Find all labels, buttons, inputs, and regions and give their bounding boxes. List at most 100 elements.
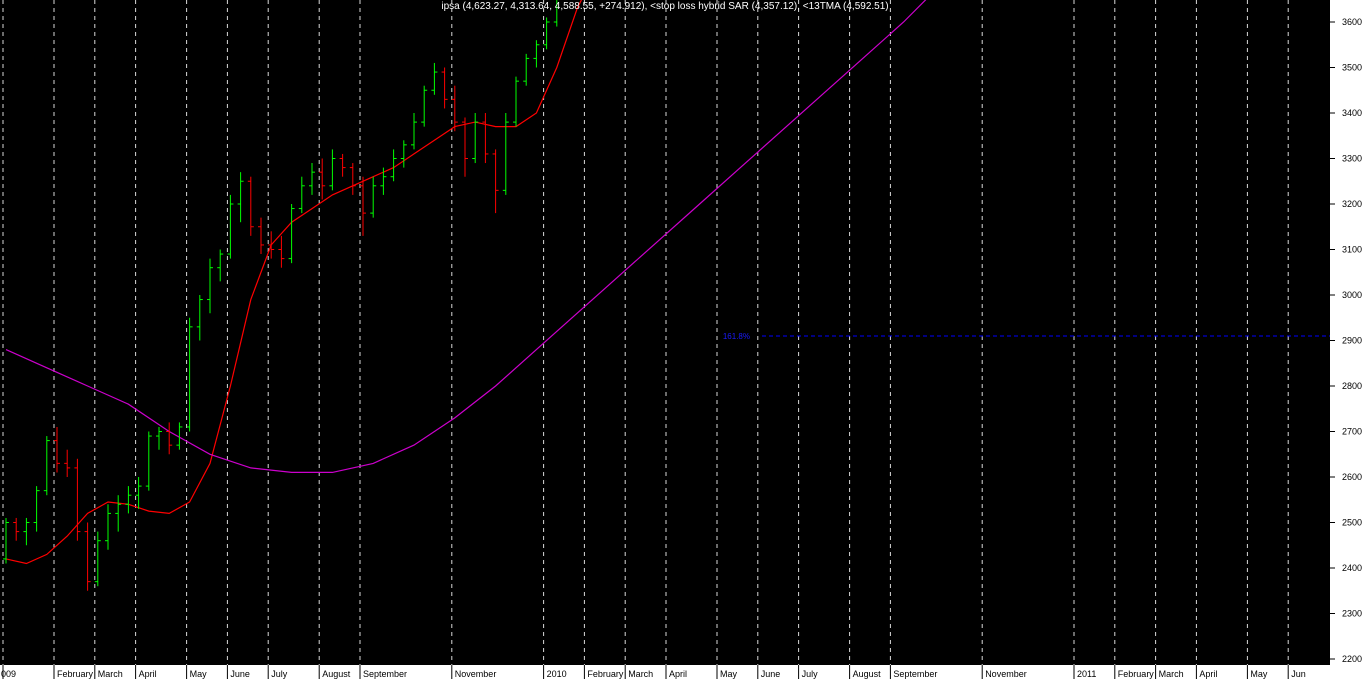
ohlc-bar (390, 149, 397, 182)
x-tick-label: May (1250, 669, 1268, 679)
x-tick-label: July (802, 669, 819, 679)
ohlc-bar (156, 426, 162, 450)
ohlc-bar (135, 477, 142, 509)
x-tick-label: Jun (1291, 669, 1306, 679)
x-tick-label: April (139, 669, 157, 679)
ohlc-bar (431, 62, 438, 95)
ohlc-bar (451, 85, 458, 132)
ohlc-bar (492, 149, 499, 214)
ohlc-bar (84, 522, 91, 591)
ohlc-bar (196, 295, 203, 341)
ohlc-bar (74, 458, 81, 541)
vertical-gridlines (2, 0, 1289, 665)
y-tick-label: 3500 (1342, 63, 1362, 73)
ohlc-bar (370, 176, 377, 218)
ohlc-bar (115, 495, 122, 532)
x-tick-label: February (1118, 669, 1155, 679)
ohlc-bar (360, 176, 366, 236)
ohlc-bar (105, 504, 111, 550)
ohlc-bar (247, 176, 254, 236)
ohlc-bar (329, 149, 336, 191)
ohlc-bar (227, 194, 234, 259)
ohlc-bar (186, 317, 193, 432)
ohlc-bar (166, 422, 173, 455)
ohlc-bar (421, 85, 428, 127)
x-tick-label: September (363, 669, 407, 679)
x-axis: 009 February March April May June July August Se… (1, 665, 1306, 679)
x-tick-label: July (271, 669, 288, 679)
chart-title: ipsa (4,623.27, 4,313.64, 4,588.55, +274… (441, 1, 889, 12)
ohlc-bar (268, 231, 275, 259)
x-tick-label: 009 (1, 669, 16, 679)
ohlc-bar (411, 113, 417, 150)
y-tick-label: 2400 (1342, 563, 1362, 573)
ohlc-bar (523, 53, 530, 86)
indicator-line (5, 0, 583, 565)
ohlc-bar (94, 531, 101, 587)
ohlc-bar (513, 76, 519, 127)
ohlc-bar (533, 40, 540, 68)
y-tick-label: 3000 (1342, 290, 1362, 300)
x-tick-label: June (230, 669, 250, 679)
ohlc-bar (258, 217, 264, 255)
y-tick-label: 3200 (1342, 199, 1362, 209)
ohlc-bar (380, 167, 387, 195)
y-tick-label: 2200 (1342, 654, 1362, 664)
y-tick-label: 2500 (1342, 518, 1362, 528)
ohlc-bar (278, 235, 285, 268)
x-tick-label: June (761, 669, 781, 679)
ohlc-bar (43, 436, 50, 496)
fibonacci-levels: 0.0%23.6%38.2%50.0%61.8%100.0%161.8% (723, 332, 1330, 341)
ohlc-bar (462, 117, 468, 177)
y-axis: 2200 2300 2400 2500 2600 2700 2800 2900 3000 3100… (1330, 17, 1362, 664)
x-tick-label: August (853, 669, 882, 679)
ohlc-bar (482, 113, 489, 164)
ohlc-bar (237, 172, 244, 223)
y-tick-label: 3600 (1342, 17, 1362, 27)
ohlc-bar (217, 249, 224, 282)
x-tick-label: March (98, 669, 123, 679)
ohlc-bar (288, 204, 295, 264)
y-tick-label: 3100 (1342, 245, 1362, 255)
y-axis-panel[interactable] (1330, 0, 1366, 679)
y-tick-label: 2900 (1342, 336, 1362, 346)
y-tick-label: 3300 (1342, 154, 1362, 164)
ohlc-bar (145, 431, 152, 491)
ohlc-bar (298, 176, 305, 214)
x-tick-label: February (57, 669, 94, 679)
ohlc-bar (33, 486, 40, 532)
price-bars (3, 0, 558, 591)
x-tick-label: September (893, 669, 937, 679)
ohlc-bar (553, 0, 558, 27)
x-tick-label: March (628, 669, 653, 679)
x-tick-label: February (587, 669, 624, 679)
ohlc-bar (23, 517, 30, 546)
y-tick-label: 2300 (1342, 609, 1362, 619)
ohlc-bar (502, 113, 509, 195)
y-tick-label: 3400 (1342, 108, 1362, 118)
ohlc-bar (309, 163, 315, 195)
x-tick-label: 2010 (547, 669, 567, 679)
x-tick-label: 2011 (1077, 669, 1096, 679)
ohlc-bar (543, 17, 550, 50)
ohlc-bar (400, 140, 407, 168)
x-tick-label: May (190, 669, 208, 679)
x-tick-label: August (322, 669, 351, 679)
ohlc-bar (64, 449, 71, 477)
ohlc-bar (54, 426, 60, 473)
indicator-lines (5, 0, 927, 565)
ohlc-bar (319, 158, 326, 200)
fib-level-label: 161.8% (723, 332, 750, 341)
x-tick-label: May (720, 669, 738, 679)
y-tick-label: 2600 (1342, 472, 1362, 482)
ohlc-bar (3, 517, 9, 564)
y-tick-label: 2700 (1342, 427, 1362, 437)
x-axis-panel[interactable] (0, 665, 1330, 679)
ohlc-bar (339, 153, 346, 177)
ohlc-bar (207, 258, 213, 314)
x-tick-label: November (455, 669, 497, 679)
ohlc-bar (472, 113, 479, 164)
x-tick-label: November (985, 669, 1027, 679)
